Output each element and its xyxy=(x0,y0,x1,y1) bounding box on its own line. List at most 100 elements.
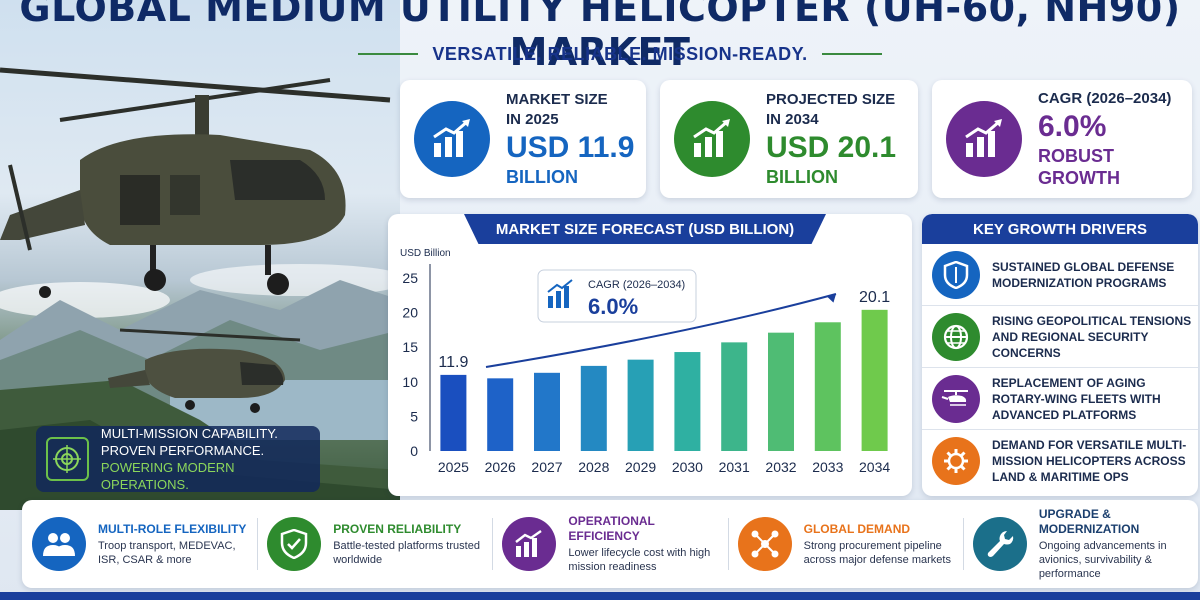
x-tick-label: 2030 xyxy=(672,459,703,475)
feature-desc: Troop transport, MEDEVAC, ISR, CSAR & mo… xyxy=(98,539,236,566)
banner-line-3: POWERING MODERN OPERATIONS. xyxy=(100,460,235,492)
bar-2027 xyxy=(534,372,560,451)
kpi-label-year: IN 2025 xyxy=(506,111,559,128)
x-tick-label: 2034 xyxy=(859,459,890,475)
growth-chart-icon xyxy=(946,101,1022,177)
kpi-label-year: IN 2034 xyxy=(766,111,819,128)
gear-icon xyxy=(932,437,980,485)
feature-title: OPERATIONAL EFFICIENCY xyxy=(568,514,655,543)
chart-title: MARKET SIZE FORECAST (USD BILLION) xyxy=(464,214,826,244)
driver-text: RISING GEOPOLITICAL TENSIONS AND REGIONA… xyxy=(992,313,1192,360)
driver-text: DEMAND FOR VERSATILE MULTI-MISSION HELIC… xyxy=(992,438,1187,484)
kpi-value: USD 20.1 xyxy=(766,131,897,164)
driver-item: REPLACEMENT OF AGING ROTARY-WING FLEETS … xyxy=(922,368,1198,430)
bar-2028 xyxy=(580,365,607,451)
x-tick-label: 2031 xyxy=(719,459,750,475)
feature-title: UPGRADE & MODERNIZATION xyxy=(1038,507,1140,536)
x-tick-label: 2026 xyxy=(485,459,516,475)
y-tick-label: 25 xyxy=(402,270,418,286)
trend-arrow-head xyxy=(826,294,836,303)
feature-item: UPGRADE & MODERNIZATION Ongoing advancem… xyxy=(962,500,1198,588)
y-tick-label: 10 xyxy=(402,374,418,390)
x-tick-label: 2028 xyxy=(578,459,609,475)
wrench-icon xyxy=(972,517,1027,571)
feature-desc: Ongoing advancements in avionics, surviv… xyxy=(1038,540,1167,580)
y-tick-label: 5 xyxy=(410,408,418,424)
data-label: 11.9 xyxy=(438,354,468,371)
kpi-label: MARKET SIZE xyxy=(506,91,608,108)
footer-bar xyxy=(0,592,1200,600)
y-axis-label: USD Billion xyxy=(400,248,451,259)
driver-item: SUSTAINED GLOBAL DEFENSE MODERNIZATION P… xyxy=(922,244,1198,306)
network-icon xyxy=(737,517,792,571)
kpi-unit: BILLION xyxy=(506,167,578,187)
kpi-card-market-size: MARKET SIZE IN 2025 USD 11.9 BILLION xyxy=(400,80,646,198)
annotation-label: CAGR (2026–2034) xyxy=(588,279,685,291)
x-tick-label: 2027 xyxy=(531,459,562,475)
bar-2033 xyxy=(814,322,841,451)
data-label: 20.1 xyxy=(859,289,890,306)
y-tick-label: 20 xyxy=(402,305,418,321)
page-title: GLOBAL MEDIUM UTILITY HELICOPTER (UH-60,… xyxy=(19,0,1181,74)
kpi-card-projected-size: PROJECTED SIZE IN 2034 USD 20.1 BILLION xyxy=(660,80,918,198)
x-tick-label: 2033 xyxy=(812,459,843,475)
bar-2029 xyxy=(627,359,654,451)
kpi-label: PROJECTED SIZE xyxy=(766,91,896,108)
bar-2031 xyxy=(721,342,748,451)
subtitle-divider-left xyxy=(358,53,419,55)
bar-2034 xyxy=(861,309,888,451)
subtitle: VERSATILE. RELIABLE. MISSION-READY. xyxy=(432,43,808,64)
kpi-label: CAGR (2026–2034) xyxy=(1038,90,1172,107)
feature-title: GLOBAL DEMAND xyxy=(803,521,911,536)
growth-chart-icon xyxy=(414,101,490,177)
growth-drivers-panel: KEY GROWTH DRIVERS SUSTAINED GLOBAL DEFE… xyxy=(922,214,1198,496)
growth-chart-icon xyxy=(674,101,750,177)
capability-banner: MULTI-MISSION CAPABILITY. PROVEN PERFORM… xyxy=(36,426,320,492)
shield-icon xyxy=(932,250,980,299)
helicopter-icon xyxy=(932,374,980,423)
bar-2030 xyxy=(674,352,701,451)
subtitle-divider-right xyxy=(821,53,882,55)
feature-item: GLOBAL DEMAND Strong procurement pipelin… xyxy=(727,500,963,588)
drivers-title: KEY GROWTH DRIVERS xyxy=(922,214,1198,244)
feature-item: PROVEN RELIABILITY Battle-tested platfor… xyxy=(257,500,492,588)
banner-line-2: PROVEN PERFORMANCE. xyxy=(100,443,265,458)
x-tick-label: 2032 xyxy=(765,459,796,475)
bar-2032 xyxy=(768,332,794,451)
y-tick-label: 15 xyxy=(402,339,418,355)
x-tick-label: 2029 xyxy=(625,459,656,475)
feature-desc: Battle-tested platforms trusted worldwid… xyxy=(333,539,480,566)
kpi-value: USD 11.9 xyxy=(506,131,635,164)
kpi-card-cagr: CAGR (2026–2034) 6.0% ROBUST GROWTH xyxy=(932,80,1192,198)
y-tick-label: 0 xyxy=(410,443,418,459)
growth-chart-icon xyxy=(502,517,557,571)
feature-item: MULTI-ROLE FLEXIBILITY Troop transport, … xyxy=(22,500,257,588)
kpi-value: 6.0% xyxy=(1038,110,1107,143)
feature-desc: Strong procurement pipeline across major… xyxy=(803,539,951,566)
shield-check-icon xyxy=(267,517,322,571)
feature-item: OPERATIONAL EFFICIENCY Lower lifecycle c… xyxy=(492,500,727,588)
globe-icon xyxy=(932,312,980,361)
driver-item: RISING GEOPOLITICAL TENSIONS AND REGIONA… xyxy=(922,306,1198,368)
driver-item: DEMAND FOR VERSATILE MULTI-MISSION HELIC… xyxy=(922,430,1198,492)
growth-chart-icon xyxy=(547,279,573,308)
feature-title: PROVEN RELIABILITY xyxy=(333,521,462,536)
forecast-chart-card: MARKET SIZE FORECAST (USD BILLION) USD B… xyxy=(388,214,912,496)
trend-arrow xyxy=(485,293,837,368)
users-icon xyxy=(32,517,86,571)
feature-desc: Lower lifecycle cost with high mission r… xyxy=(568,547,711,573)
bar-2026 xyxy=(487,378,514,451)
target-icon xyxy=(46,437,89,481)
cagr-annotation: CAGR (2026–2034) 6.0% xyxy=(537,269,697,323)
subtitle-row: VERSATILE. RELIABLE. MISSION-READY. xyxy=(355,42,885,66)
features-strip: MULTI-ROLE FLEXIBILITY Troop transport, … xyxy=(22,500,1198,588)
banner-line-1: MULTI-MISSION CAPABILITY. xyxy=(100,426,278,441)
x-tick-label: 2025 xyxy=(438,459,469,475)
annotation-value: 6.0% xyxy=(588,294,638,319)
driver-text: SUSTAINED GLOBAL DEFENSE MODERNIZATION P… xyxy=(992,259,1175,290)
driver-text: REPLACEMENT OF AGING ROTARY-WING FLEETS … xyxy=(992,375,1161,422)
bar-2025 xyxy=(440,374,467,451)
kpi-unit: BILLION xyxy=(766,167,838,187)
feature-title: MULTI-ROLE FLEXIBILITY xyxy=(98,521,247,536)
